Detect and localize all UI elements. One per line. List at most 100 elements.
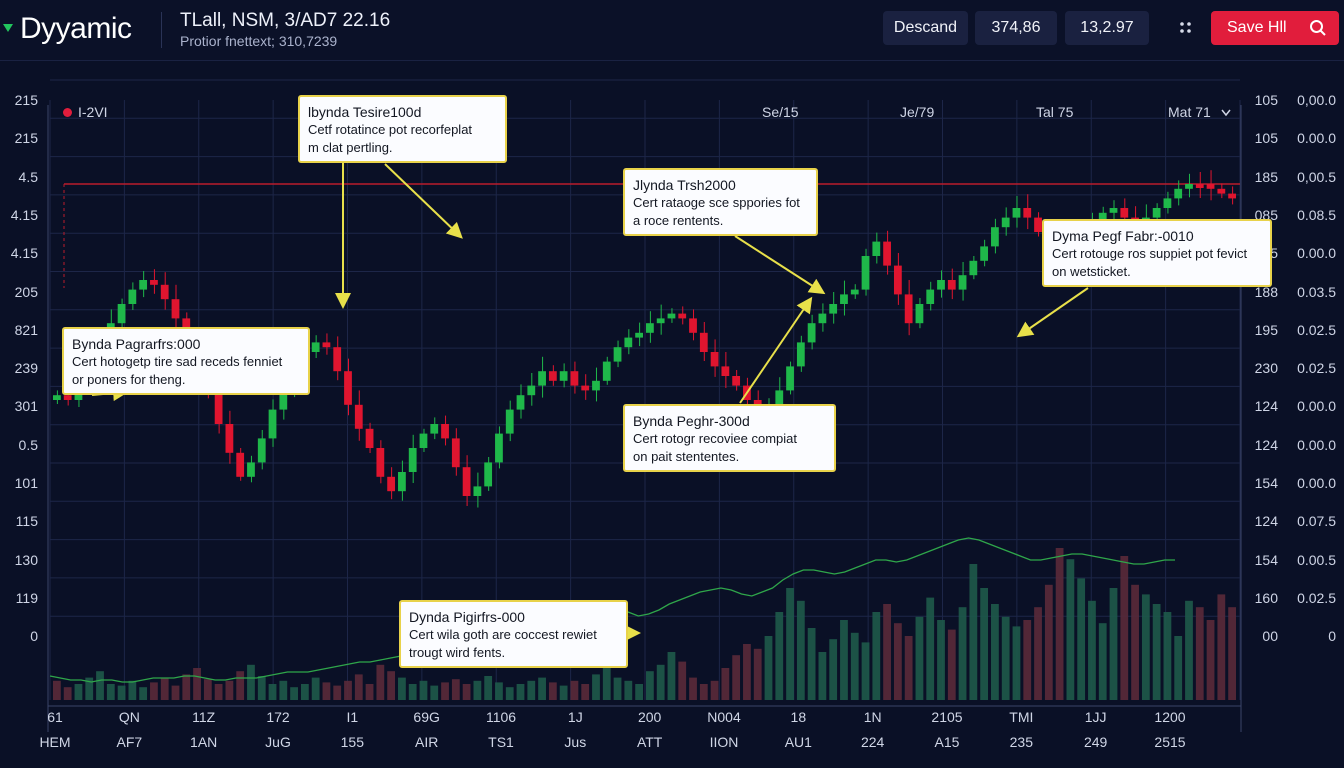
axis-tick-label: 154 (1254, 551, 1278, 568)
x-tick-label: QN (118, 709, 140, 725)
candle-body (872, 241, 881, 256)
candle-body (1185, 184, 1193, 189)
candle-body (1120, 208, 1129, 218)
volume-bar (150, 682, 158, 700)
volume-bar (764, 636, 773, 700)
candle-body (257, 438, 266, 463)
volume-bar (581, 684, 590, 700)
volume-bar (775, 612, 784, 700)
annotation-text: trougt wird fents. (409, 645, 506, 660)
candle-body (796, 342, 805, 367)
month-label: Je/79 (900, 104, 935, 120)
volume-bar (904, 636, 913, 700)
candle-body (1228, 193, 1236, 199)
candle-body (1152, 208, 1161, 218)
period-selector[interactable]: Mat 71 (1168, 104, 1231, 120)
candle-body (387, 476, 396, 492)
candle-body (602, 361, 611, 381)
volume-bar (96, 671, 104, 700)
volume-bar (926, 597, 935, 700)
candle-body (548, 371, 557, 381)
volume-bar (53, 680, 61, 700)
axis-tick-label: 154 (1254, 475, 1278, 491)
candle-body (236, 452, 245, 477)
axis-tick-label: 821 (14, 321, 38, 338)
candle-body (150, 280, 158, 285)
chart-legend[interactable]: I-2VI (63, 104, 108, 120)
volume-bar (419, 680, 428, 700)
annotation-text: Cert wila goth are coccest rewiet (409, 627, 597, 642)
volume-bar (128, 680, 137, 700)
axis-tick-label: 105 (1254, 130, 1278, 147)
candle-body (279, 385, 288, 410)
descand-button[interactable]: Descand (883, 11, 968, 45)
volume-bar (214, 684, 223, 700)
volume-bar (753, 648, 762, 700)
axis-tick-label: 188 (1254, 283, 1278, 300)
axis-tick-label: 0.02.5 (1297, 360, 1336, 377)
search-icon[interactable] (1309, 19, 1327, 37)
value-button-2[interactable]: 13,2.97 (1065, 11, 1149, 45)
annotation-text: Cert rotogr recoviee compiat (633, 431, 798, 446)
volume-bar (1185, 600, 1193, 700)
axis-tick-label: 0.07.5 (1297, 513, 1336, 530)
volume-bar (203, 679, 212, 700)
annotation-box[interactable]: Bynda Pagrarfrs:000 Cert hotogetp tire s… (62, 327, 310, 395)
volume-bar (656, 664, 665, 700)
candle-body (1163, 198, 1172, 208)
volume-bar (247, 664, 255, 700)
candle-body (1217, 188, 1226, 194)
volume-bar (991, 604, 999, 700)
value-button-1[interactable]: 374,86 (975, 11, 1057, 45)
candle-body (538, 371, 546, 386)
x-tick-label: 155 (340, 734, 365, 750)
axis-tick-label: 105 (1254, 92, 1278, 108)
candle-body (333, 347, 342, 372)
volume-bar (193, 668, 201, 700)
volume-bar (451, 679, 460, 700)
grip-icon[interactable] (1176, 18, 1196, 38)
annotation-title: lbynda Tesire100d (308, 104, 422, 120)
axis-tick-label: 0.00.0 (1297, 475, 1336, 491)
candle-body (786, 366, 794, 391)
axis-tick-label: 124 (1254, 398, 1278, 415)
volume-bar (257, 676, 266, 700)
candle-body (128, 289, 137, 304)
volume-bar (225, 680, 234, 700)
annotation-text: Cert hotogetp tire sad receds fenniet (72, 354, 283, 369)
candle-body (322, 342, 331, 348)
annotation-text: a roce rentents. (633, 213, 724, 228)
candle-body (861, 256, 870, 290)
volume-bar (699, 684, 708, 700)
volume-bar (462, 684, 471, 700)
candle-body (1206, 184, 1215, 189)
volume-bar (74, 684, 83, 700)
x-tick-label: 200 (637, 709, 662, 725)
annotation-box[interactable]: Dyma Pegf Fabr:-0010 Cert rotouge ros su… (1042, 219, 1272, 287)
candle-body (1174, 188, 1183, 199)
volume-bar (1131, 584, 1139, 700)
annotation-box[interactable]: lbynda Tesire100d Cetf rotatince pot rec… (298, 95, 507, 163)
candle-body (225, 424, 234, 453)
candle-body (613, 347, 622, 362)
axis-tick-label: 239 (14, 360, 38, 377)
annotation-text: Cert rataoge sce sppories fot (633, 195, 800, 210)
x-tick-label: TMI (1009, 709, 1034, 725)
axis-tick-label: 0.00.5 (1297, 551, 1336, 568)
candle-body (462, 467, 471, 496)
x-tick-label: 172 (266, 709, 290, 725)
volume-bar (527, 680, 536, 700)
volume-bar (678, 661, 687, 700)
volume-bar (710, 680, 719, 700)
volume-bar (236, 671, 245, 700)
save-button[interactable]: Save Hll (1211, 11, 1339, 45)
annotation-arrow (734, 235, 826, 295)
annotation-box[interactable]: Jlynda Trsh2000 Cert rataoge sce spporie… (623, 168, 818, 236)
annotation-box[interactable]: Bynda Peghr-300d Cert rotogr recoviee co… (623, 404, 836, 472)
volume-bar (430, 685, 439, 700)
x-tick-label: AF7 (116, 734, 143, 750)
save-label: Save Hll (1227, 19, 1287, 36)
annotation-box[interactable]: Dynda Pigirfrs-000 Cert wila goth are co… (399, 600, 628, 668)
volume-bar (958, 607, 967, 700)
volume-bar (721, 668, 730, 700)
